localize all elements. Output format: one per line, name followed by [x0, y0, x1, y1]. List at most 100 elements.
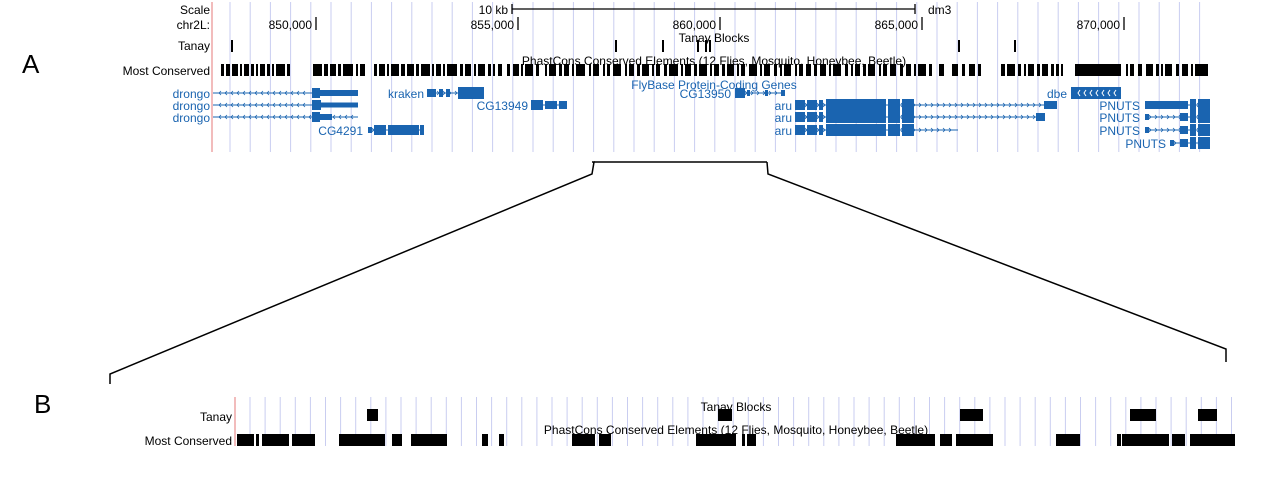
gene-label-drongo-3: drongo	[173, 111, 211, 125]
conserved-element	[387, 64, 389, 76]
strand-arrow	[1002, 102, 1006, 108]
strand-arrow	[242, 114, 246, 120]
conserved-element	[760, 64, 762, 76]
strand-arrow	[278, 114, 282, 120]
conserved-element	[478, 64, 485, 76]
strand-arrow	[936, 127, 940, 133]
strand-arrow	[1008, 114, 1012, 120]
conserved-element	[855, 64, 860, 76]
strand-arrow	[224, 102, 228, 108]
zoom-tanay-block	[718, 409, 732, 421]
conserved-element	[664, 64, 667, 76]
strand-arrow	[774, 90, 778, 96]
conserved-element	[969, 64, 975, 76]
conserved-element	[656, 64, 660, 76]
strand-arrow	[954, 114, 958, 120]
strand-arrow	[454, 90, 458, 96]
conserved-element	[1146, 64, 1153, 76]
conserved-element	[814, 64, 817, 76]
strand-arrow	[1160, 114, 1164, 120]
strand-arrow	[308, 114, 312, 120]
conserved-element	[710, 64, 712, 76]
conserved-element	[465, 64, 471, 76]
exon	[320, 114, 332, 120]
tanay-block	[697, 40, 699, 52]
conserved-element	[1130, 64, 1134, 76]
tick-label-865000: 865,000	[875, 18, 919, 32]
strand-arrow	[930, 102, 934, 108]
exon	[1190, 111, 1196, 123]
strand-arrow	[930, 127, 934, 133]
ruler-ticks	[315, 17, 1125, 30]
gene-label-aru-2: aru	[775, 111, 792, 125]
strand-arrow	[302, 90, 306, 96]
exon	[747, 90, 750, 96]
conserved-element	[525, 64, 533, 76]
conserved-element	[589, 64, 591, 76]
genes-track-title: FlyBase Protein-Coding Genes	[631, 78, 796, 92]
conserved-element	[1165, 64, 1172, 76]
conserved-element	[244, 64, 249, 76]
conserved-element	[918, 64, 926, 76]
strand-arrow	[1160, 127, 1164, 133]
conserved-element	[714, 64, 719, 76]
zoom-conserved-element	[482, 434, 488, 446]
conserved-element	[863, 64, 866, 76]
conserved-element	[276, 64, 285, 76]
zoom-conserved-element	[599, 434, 611, 446]
conserved-element	[613, 64, 621, 76]
exon	[312, 100, 321, 110]
zoom-tanay-block	[1130, 409, 1156, 421]
tick-label-860000: 860,000	[673, 18, 717, 32]
exon	[902, 111, 914, 123]
conserved-element	[221, 64, 224, 76]
strand-arrow	[1113, 89, 1117, 97]
strand-arrow	[1101, 89, 1105, 97]
strand-arrow	[272, 102, 276, 108]
strand-arrow	[978, 114, 982, 120]
conserved-element	[572, 64, 574, 76]
conserved-element	[845, 64, 848, 76]
strand-arrow	[302, 114, 306, 120]
zoom-conserved-element	[742, 434, 745, 446]
exon	[1190, 137, 1196, 149]
conserved-element	[1182, 64, 1188, 76]
exon	[320, 90, 358, 96]
conserved-element	[564, 64, 569, 76]
gene-label-aru-3: aru	[775, 124, 792, 138]
exon	[559, 101, 567, 109]
zoom-conserved-element	[339, 434, 385, 446]
zoom-conserved-element	[392, 434, 402, 446]
conserved-element	[1024, 64, 1026, 76]
conserved-element	[1056, 64, 1059, 76]
exon	[902, 124, 914, 136]
exon	[374, 125, 386, 135]
strand-arrow	[996, 114, 1000, 120]
strand-arrow	[278, 102, 282, 108]
strand-arrow	[230, 90, 234, 96]
conserved-element	[545, 64, 547, 76]
conserved-element	[939, 64, 944, 76]
exon	[795, 100, 805, 110]
strand-arrow	[1032, 102, 1036, 108]
exon	[765, 90, 768, 96]
conserved-element	[722, 64, 725, 76]
conserved-element	[900, 64, 903, 76]
strand-arrow	[254, 114, 258, 120]
strand-arrow	[1026, 114, 1030, 120]
exon	[1198, 137, 1210, 149]
conserved-element	[287, 64, 290, 76]
conserved-element	[784, 64, 791, 76]
exon	[321, 102, 358, 108]
assembly-label: dm3	[928, 3, 952, 17]
conserved-element	[521, 64, 523, 76]
strand-arrow	[756, 90, 760, 96]
conserved-element	[607, 64, 610, 76]
gene-label-cg13949: CG13949	[477, 99, 529, 113]
conserved-element	[774, 64, 777, 76]
conserved-element	[868, 64, 875, 76]
conserved-element	[343, 64, 353, 76]
conserved-element	[820, 64, 826, 76]
strand-arrow	[230, 114, 234, 120]
strand-arrow	[224, 90, 228, 96]
